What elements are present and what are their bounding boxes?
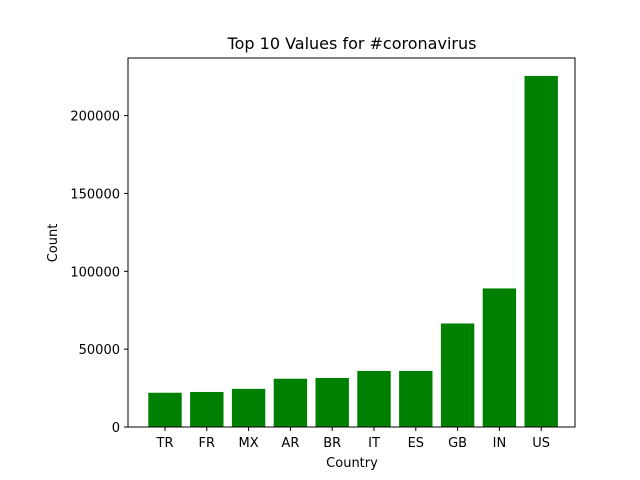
- x-tick-label-mx: MX: [239, 436, 259, 451]
- bar-fr: [190, 391, 224, 427]
- chart-title: Top 10 Values for #coronavirus: [227, 34, 477, 53]
- y-tick-label-150000: 150000: [70, 187, 120, 202]
- x-tick-label-ar: AR: [281, 436, 299, 451]
- y-axis-ticks: 0 50000 100000 150000 200000: [70, 110, 128, 436]
- y-tick-label-200000: 200000: [70, 110, 120, 125]
- bar-it: [357, 370, 391, 427]
- bar-in: [482, 288, 517, 427]
- y-tick-label-100000: 100000: [70, 265, 120, 280]
- bar-mx: [231, 388, 266, 427]
- x-tick-label-us: US: [532, 436, 550, 451]
- y-tick-label-50000: 50000: [79, 343, 120, 358]
- x-tick-label-it: IT: [368, 436, 380, 451]
- x-tick-label-gb: GB: [448, 436, 467, 451]
- y-tick-label-0: 0: [112, 421, 120, 436]
- x-tick-label-es: ES: [408, 436, 424, 451]
- x-axis-label: Country: [326, 456, 378, 471]
- bar-gb: [440, 323, 475, 427]
- x-axis-ticks: TR FR MX AR BR IT ES GB IN US: [156, 427, 550, 451]
- bar-ar: [273, 378, 308, 427]
- bar-us: [524, 75, 558, 427]
- plot-area-frame: [127, 57, 576, 428]
- x-tick-label-tr: TR: [156, 436, 174, 451]
- bar-tr: [148, 392, 182, 427]
- bar-br: [315, 377, 349, 427]
- y-axis-label: Count: [46, 224, 61, 263]
- bars: [148, 75, 558, 427]
- x-tick-label-in: IN: [493, 436, 507, 451]
- bar-es: [399, 370, 433, 427]
- x-tick-label-fr: FR: [199, 436, 216, 451]
- x-tick-label-br: BR: [323, 436, 341, 451]
